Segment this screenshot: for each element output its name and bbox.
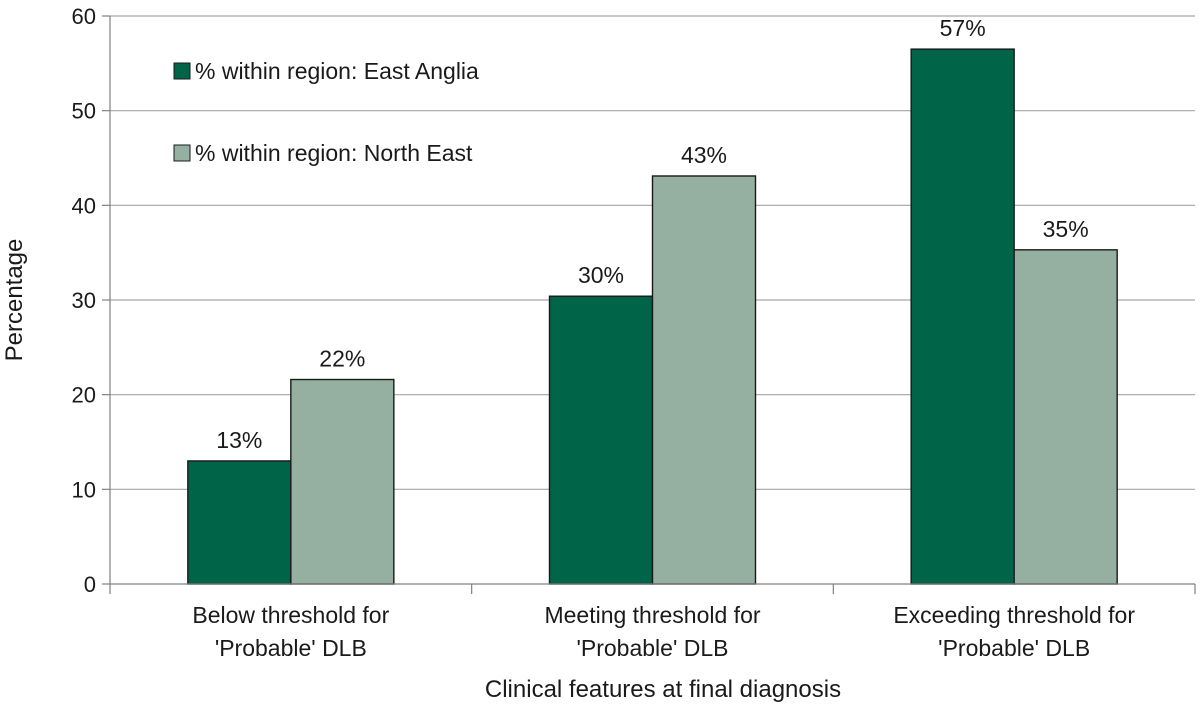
bar-east-anglia (187, 460, 292, 585)
legend-swatch (173, 62, 191, 80)
legend-label: % within region: East Anglia (195, 58, 479, 84)
category-labels: Below threshold for 'Probable' DLB Meeting… (192, 602, 1135, 661)
y-tick-label: 0 (84, 572, 96, 597)
y-tick-label: 20 (72, 383, 96, 408)
bar-east-anglia (548, 295, 654, 585)
data-label: 13% (216, 427, 262, 453)
data-labels: 13% 22% 30% 43% 57% 35% (216, 15, 1088, 453)
data-label: 35% (1043, 216, 1089, 242)
legend-swatch (173, 144, 191, 162)
bar-east-anglia (910, 48, 1015, 585)
data-label: 30% (578, 262, 624, 288)
legend-label: % within region: North East (195, 140, 473, 166)
y-tick-label: 60 (72, 4, 96, 29)
axes (102, 15, 1196, 594)
category-label: 'Probable' DLB (938, 635, 1090, 661)
legend: % within region: East Anglia % within reg… (173, 58, 479, 166)
category-label: 'Probable' DLB (577, 635, 729, 661)
bars (187, 48, 1118, 585)
y-axis-title: Percentage (1, 239, 28, 362)
y-tick-label: 10 (72, 477, 96, 502)
category-label: Meeting threshold for (544, 602, 760, 628)
category-label: Exceeding threshold for (893, 602, 1135, 628)
bar-north-east (290, 378, 395, 585)
y-tick-label: 30 (72, 288, 96, 313)
x-axis-title: Clinical features at final diagnosis (485, 676, 841, 703)
y-tick-label: 40 (72, 193, 96, 218)
data-label: 57% (940, 15, 986, 41)
category-label: 'Probable' DLB (215, 635, 367, 661)
bar-north-east (651, 175, 757, 585)
data-label: 43% (681, 142, 727, 168)
y-tick-label: 50 (72, 99, 96, 124)
data-label: 22% (319, 346, 365, 372)
category-label: Below threshold for (192, 602, 389, 628)
y-tick-labels: 0 10 20 30 40 50 60 (72, 4, 96, 597)
bar-north-east (1013, 249, 1118, 585)
